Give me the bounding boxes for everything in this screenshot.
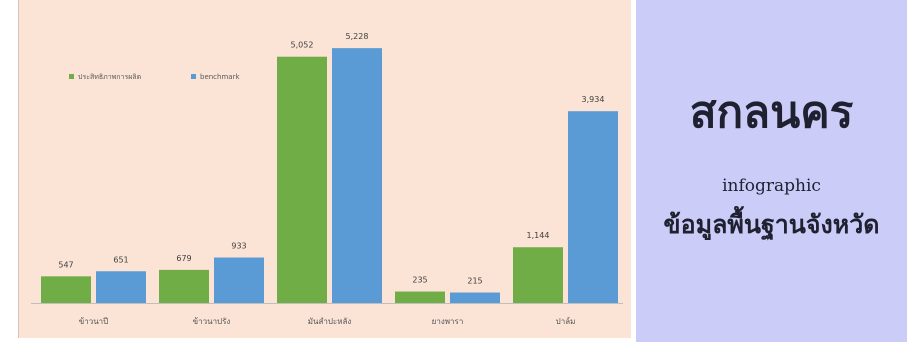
province-title: สกลนคร [689,87,854,138]
x-tick-label-1: ข้าวนาปรัง [193,317,231,326]
title-panel: สกลนคร infographic ข้อมูลพื้นฐานจังหวัด [636,0,907,342]
chart-panel: ประสิทธิภาพการผลิต benchmark 547 651 679 933… [18,0,631,338]
bar-production-3 [395,291,445,303]
bar-production-0 [41,276,91,303]
bar-production-1 [159,269,209,303]
bar-production-2 [277,56,327,304]
bar-benchmark-0 [96,271,146,303]
legend-swatch-1 [191,74,196,79]
data-label-benchmark-1: 933 [231,242,246,251]
legend-label-0: ประสิทธิภาพการผลิต [78,73,142,81]
bar-chart: ประสิทธิภาพการผลิต benchmark 547 651 679 933… [31,32,623,326]
legend-label-1: benchmark [200,73,240,81]
data-label-production-4: 1,144 [527,231,550,240]
data-label-production-1: 679 [176,254,191,263]
bar-benchmark-1 [214,257,264,303]
x-tick-label-0: ข้าวนาปี [79,317,109,326]
x-tick-label-4: ปาล์ม [556,316,576,326]
infographic-subtitle: infographic [722,176,821,196]
legend-swatch-0 [69,74,74,79]
chart-legend: ประสิทธิภาพการผลิต benchmark [69,73,240,81]
data-label-benchmark-2: 5,228 [346,32,369,41]
bar-benchmark-4 [568,111,618,303]
data-label-production-2: 5,052 [291,41,314,50]
x-tick-label-2: มันสำปะหลัง [308,317,352,326]
basic-info-tagline: ข้อมูลพื้นฐานจังหวัด [663,210,880,239]
bar-benchmark-2 [332,48,382,304]
x-tick-label-3: ยางพารา [432,317,464,326]
bar-production-4 [513,247,563,303]
x-tick-labels: ข้าวนาปี ข้าวนาปรัง มันสำปะหลัง ยางพารา ปาล์… [79,316,576,326]
data-label-production-3: 235 [412,276,427,285]
bar-benchmark-3 [450,292,500,303]
data-label-benchmark-0: 651 [113,255,128,264]
bar-group: 547 651 679 933 5,052 5,228 235 215 1,144 3,934 [41,32,618,304]
data-label-benchmark-3: 215 [467,277,482,286]
data-label-benchmark-4: 3,934 [582,95,605,104]
data-label-production-0: 547 [58,260,73,269]
